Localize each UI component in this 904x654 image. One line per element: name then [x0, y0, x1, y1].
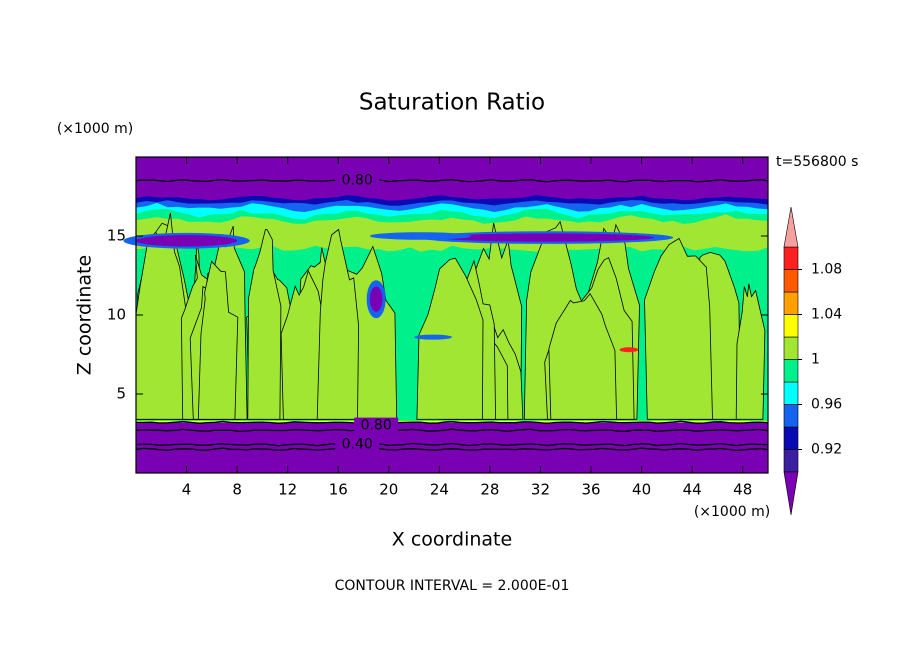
contour-fill	[735, 283, 766, 420]
colorbar-tick-label: 1	[811, 352, 820, 368]
colorbar-tick-label: 1.08	[811, 262, 842, 278]
footer: CONTOUR INTERVAL = 2.000E-01	[335, 578, 570, 594]
y-tick-label: 10	[107, 306, 126, 324]
y-tick-label: 5	[116, 385, 126, 403]
colorbar-segment	[783, 359, 799, 383]
contour-label: 0.80	[342, 173, 373, 189]
contour-fill	[136, 420, 768, 424]
x-tick-label: 12	[278, 481, 297, 499]
colorbar-segment	[783, 404, 799, 428]
contour-fill	[414, 334, 452, 340]
contour-line	[135, 178, 769, 183]
contour-field	[123, 157, 769, 473]
contour-label: 0.40	[342, 437, 373, 453]
x-unit: (×1000 m)	[694, 504, 770, 520]
y-unit: (×1000 m)	[57, 121, 133, 137]
contour-fill	[369, 286, 383, 312]
colorbar-segment	[783, 449, 799, 473]
colorbar-segment	[783, 269, 799, 293]
colorbar-segment	[783, 291, 799, 315]
x-tick-label: 8	[232, 481, 242, 499]
x-tick-label: 16	[329, 481, 348, 499]
contour-line	[135, 428, 769, 433]
x-tick-label: 44	[683, 481, 702, 499]
colorbar-segment	[783, 246, 799, 270]
colorbar-under	[783, 471, 799, 516]
colorbar-over	[783, 206, 799, 248]
contour-fill	[247, 229, 282, 420]
contour-fill	[644, 237, 713, 420]
contour-label-bg	[335, 172, 380, 189]
contour-fill	[548, 293, 618, 420]
contour-fill	[197, 260, 239, 420]
colorbar-segment	[783, 381, 799, 405]
x-tick-label: 32	[531, 481, 550, 499]
colorbar-segment	[783, 426, 799, 450]
colorbar-segment	[783, 336, 799, 360]
contour-line	[135, 447, 769, 452]
x-tick-label: 4	[182, 481, 192, 499]
contour-line	[136, 420, 769, 425]
colorbar-segment	[783, 314, 799, 338]
contour-fill	[619, 347, 639, 353]
y-tick-label: 15	[107, 227, 126, 245]
x-tick-label: 20	[379, 481, 398, 499]
contour-fill	[439, 233, 655, 242]
colorbar-tick-label: 0.92	[811, 442, 842, 458]
x-axis-label: X coordinate	[392, 529, 512, 551]
contour-fill	[316, 228, 360, 420]
overlay: 0.800.800.404 8 12 16 20 24 28 32 36 40 44 48510150…	[107, 156, 842, 516]
contour-label-bg	[335, 436, 380, 453]
chart-title: Saturation Ratio	[359, 90, 545, 116]
x-tick-label: 48	[733, 481, 752, 499]
contour-line	[135, 442, 769, 447]
time-label: t=556800 s	[776, 154, 858, 170]
colorbar-tick-label: 1.04	[811, 307, 842, 323]
contour-label: 0.80	[361, 418, 392, 434]
y-axis-label: Z coordinate	[74, 255, 96, 375]
contour-fill	[369, 232, 471, 240]
colorbar-tick-label: 0.96	[811, 397, 842, 413]
contour-fill	[136, 235, 238, 247]
contour-fill	[416, 257, 484, 420]
x-tick-label: 24	[430, 481, 449, 499]
x-tick-label: 40	[632, 481, 651, 499]
x-tick-label: 36	[581, 481, 600, 499]
x-tick-label: 28	[480, 481, 499, 499]
contour-label-bg	[354, 417, 399, 434]
